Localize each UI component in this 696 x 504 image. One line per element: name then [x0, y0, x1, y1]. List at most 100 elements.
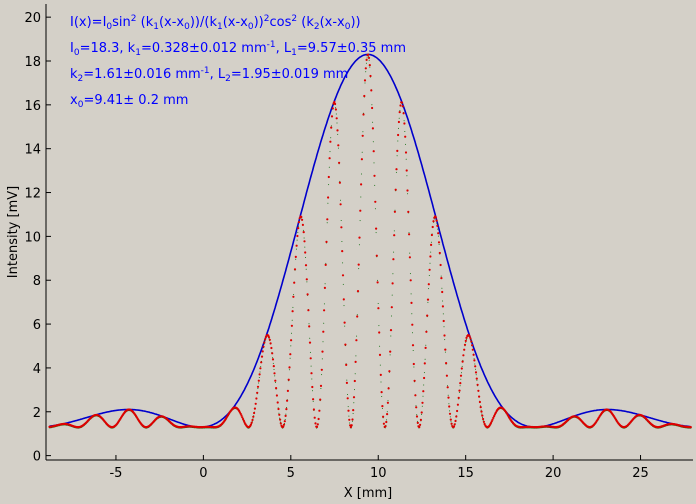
- measured-point: [353, 379, 356, 383]
- measured-point: [397, 133, 400, 137]
- measured-point: [363, 79, 367, 82]
- fit-point: [473, 358, 475, 360]
- measured-point: [369, 74, 372, 78]
- measured-point: [306, 293, 309, 296]
- measured-point: [396, 149, 399, 152]
- fit-point: [437, 228, 439, 230]
- fit-point: [447, 385, 448, 387]
- measured-point: [360, 158, 363, 161]
- y-tick-label: 20: [24, 11, 41, 26]
- fit-point: [391, 294, 393, 296]
- measured-point: [310, 372, 313, 375]
- fit-point: [365, 62, 367, 64]
- fit-point: [389, 354, 391, 356]
- measured-point: [426, 314, 429, 317]
- fit-point: [465, 341, 467, 343]
- measured-point: [300, 215, 303, 219]
- measured-point: [297, 227, 300, 230]
- fit-point: [305, 268, 307, 270]
- fit-point: [395, 171, 397, 173]
- fit-point: [368, 59, 370, 61]
- fit-point: [291, 332, 292, 334]
- measured-point: [464, 339, 467, 342]
- fit-point: [309, 337, 311, 339]
- measured-point: [406, 189, 409, 192]
- measured-point: [392, 258, 395, 261]
- measured-point: [301, 218, 304, 221]
- fit-point: [411, 313, 413, 315]
- fit-point: [290, 345, 292, 347]
- measured-point: [356, 315, 359, 318]
- measured-point: [239, 412, 242, 415]
- measured-point: [440, 277, 443, 280]
- fit-point: [295, 248, 297, 250]
- measured-point: [349, 426, 352, 429]
- measured-point: [442, 319, 445, 323]
- measured-point: [253, 407, 256, 410]
- measured-point: [387, 387, 390, 390]
- measured-point: [308, 341, 312, 344]
- measured-point: [338, 161, 341, 164]
- fit-point: [330, 137, 332, 139]
- y-tick-label: 10: [24, 230, 41, 245]
- measured-point: [393, 234, 396, 237]
- measured-point: [325, 240, 328, 243]
- measured-point: [254, 402, 257, 405]
- fit-point: [360, 196, 362, 198]
- fit-point: [450, 421, 452, 423]
- measured-point: [329, 140, 332, 143]
- measured-point: [340, 226, 343, 229]
- fit-point: [333, 104, 334, 106]
- measured-point: [316, 423, 319, 426]
- measured-point: [319, 384, 323, 387]
- fit-point: [390, 335, 392, 337]
- measured-point: [260, 355, 264, 358]
- measured-point: [459, 382, 462, 385]
- fit-point: [442, 300, 444, 302]
- fit-point: [329, 151, 331, 153]
- measured-point: [304, 264, 308, 267]
- fit-point: [264, 340, 266, 342]
- measured-point: [437, 232, 440, 235]
- measured-point: [423, 376, 426, 380]
- measured-point: [348, 418, 351, 421]
- fit-point: [272, 362, 274, 364]
- fit-point: [337, 133, 339, 135]
- measured-point: [336, 129, 339, 132]
- fit-point: [347, 394, 348, 395]
- measured-point: [414, 394, 417, 397]
- y-tick-label: 12: [24, 187, 41, 202]
- measured-point: [393, 210, 396, 213]
- fit-point: [387, 400, 389, 402]
- fit-point: [436, 223, 438, 225]
- measured-point: [258, 373, 261, 376]
- measured-point: [480, 410, 483, 413]
- fit-point: [444, 351, 446, 353]
- y-axis-label: Intensity [mV]: [6, 186, 21, 278]
- measured-point: [276, 401, 279, 404]
- fit-point: [328, 166, 330, 168]
- measured-point: [327, 196, 330, 199]
- measured-point: [404, 135, 407, 138]
- measured-point: [291, 310, 294, 313]
- measured-point: [364, 67, 367, 70]
- measured-point: [349, 424, 352, 427]
- measured-point: [437, 241, 441, 244]
- fit-point: [359, 220, 361, 222]
- measured-point: [358, 236, 361, 239]
- fit-point: [327, 202, 329, 204]
- measured-point: [312, 408, 315, 411]
- measured-point: [436, 224, 439, 227]
- measured-point: [389, 350, 392, 353]
- measured-point: [343, 321, 346, 324]
- measured-point: [283, 420, 286, 423]
- fit-point: [356, 314, 358, 316]
- measured-point: [456, 403, 459, 406]
- fit-point: [321, 358, 323, 360]
- measured-point: [389, 329, 393, 332]
- fit-point: [425, 344, 427, 346]
- fit-point: [440, 275, 442, 277]
- fit-point: [295, 258, 297, 260]
- measured-point: [356, 290, 360, 293]
- fit-point: [340, 199, 341, 201]
